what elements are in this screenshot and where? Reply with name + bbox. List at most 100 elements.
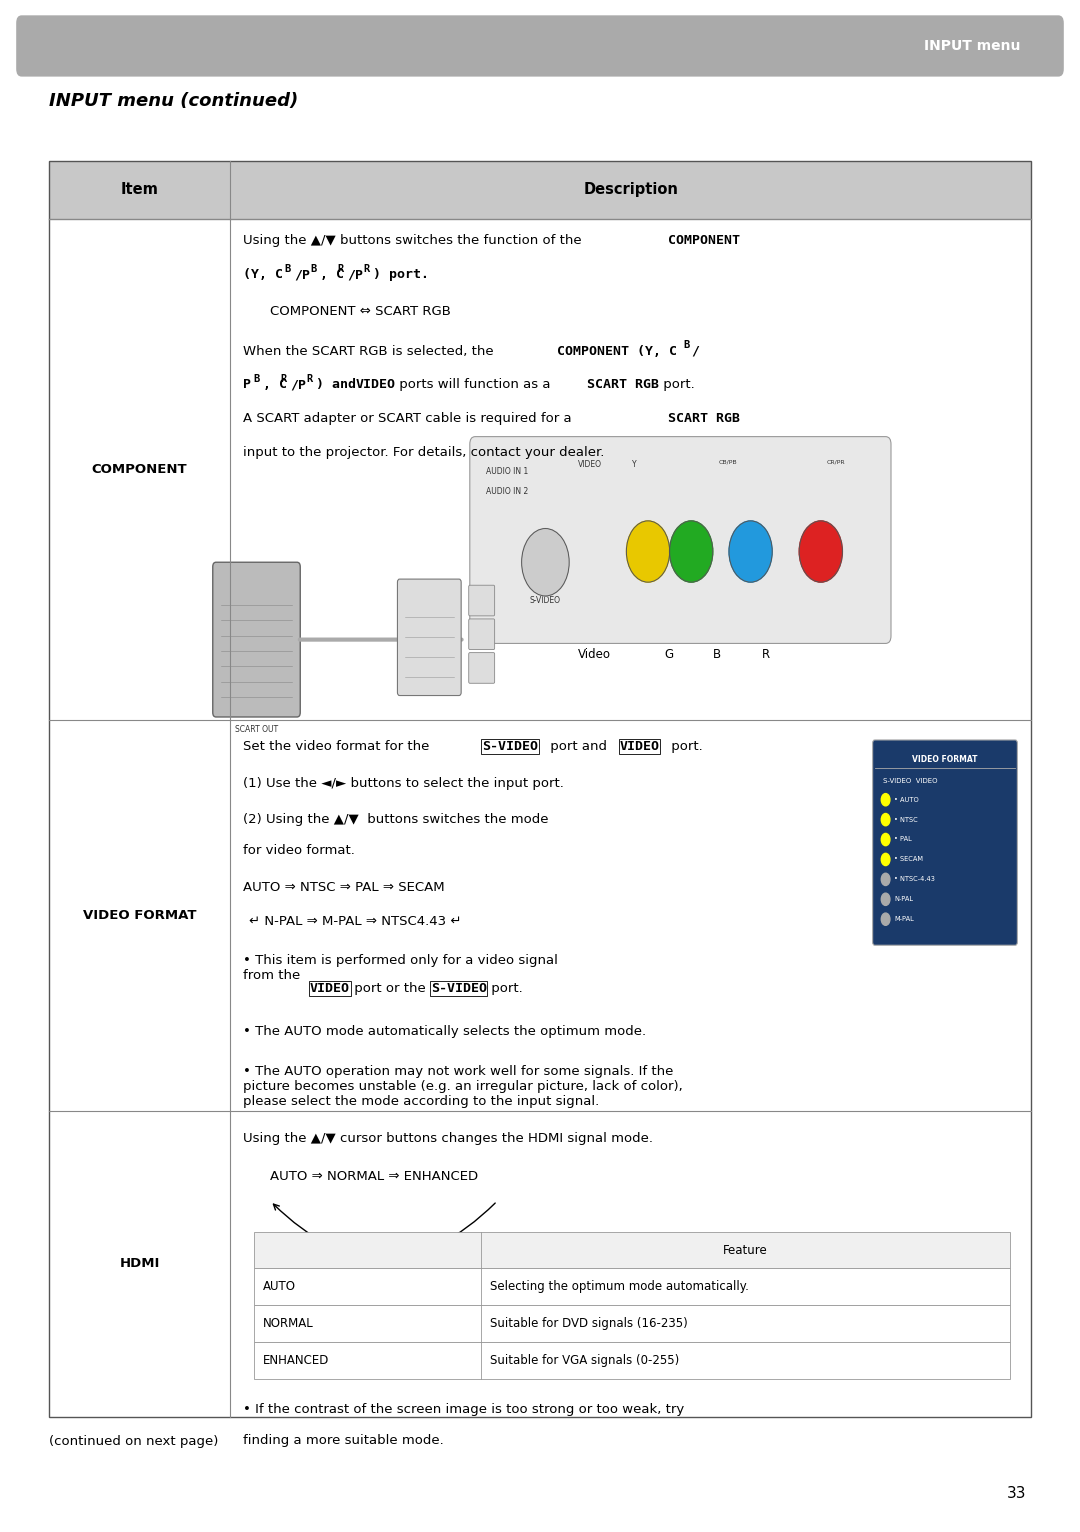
Text: Description: Description xyxy=(583,182,678,198)
Text: Set the video format for the: Set the video format for the xyxy=(243,740,434,752)
Text: ) and: ) and xyxy=(315,378,364,391)
Text: INPUT menu (continued): INPUT menu (continued) xyxy=(49,92,298,110)
Text: VIDEO: VIDEO xyxy=(619,740,659,752)
Text: (2) Using the ▲/▼  buttons switches the mode: (2) Using the ▲/▼ buttons switches the m… xyxy=(243,813,549,826)
Circle shape xyxy=(670,521,713,582)
Text: COMPONENT: COMPONENT xyxy=(92,463,187,476)
FancyBboxPatch shape xyxy=(16,15,1064,77)
Text: B: B xyxy=(683,340,689,351)
Text: NORMAL: NORMAL xyxy=(262,1318,313,1330)
Text: /: / xyxy=(691,345,700,357)
Text: finding a more suitable mode.: finding a more suitable mode. xyxy=(243,1434,444,1446)
Text: R: R xyxy=(280,374,286,385)
FancyBboxPatch shape xyxy=(469,653,495,683)
Text: HDMI: HDMI xyxy=(119,1258,160,1270)
Text: port or the: port or the xyxy=(350,982,430,994)
Text: COMPONENT: COMPONENT xyxy=(667,234,740,247)
Text: (Y, C: (Y, C xyxy=(243,268,283,280)
Bar xyxy=(254,1268,1010,1305)
Text: B: B xyxy=(310,264,316,274)
Text: B: B xyxy=(284,264,291,274)
Text: Selecting the optimum mode automatically.: Selecting the optimum mode automatically… xyxy=(489,1281,748,1293)
Bar xyxy=(254,1342,1010,1379)
Text: SCART RGB: SCART RGB xyxy=(667,412,740,424)
Text: VIDEO: VIDEO xyxy=(355,378,395,391)
Text: /P: /P xyxy=(294,268,310,280)
Text: VIDEO: VIDEO xyxy=(578,460,602,469)
Text: • SECAM: • SECAM xyxy=(894,856,923,863)
Text: (1) Use the ◄/► buttons to select the input port.: (1) Use the ◄/► buttons to select the in… xyxy=(243,777,564,789)
Text: • NTSC: • NTSC xyxy=(894,817,918,823)
Text: • The AUTO mode automatically selects the optimum mode.: • The AUTO mode automatically selects th… xyxy=(243,1025,647,1037)
Text: ↵ N-PAL ⇒ M-PAL ⇒ NTSC4.43 ↵: ↵ N-PAL ⇒ M-PAL ⇒ NTSC4.43 ↵ xyxy=(248,915,461,927)
Text: Video: Video xyxy=(578,648,611,660)
Bar xyxy=(254,1305,1010,1342)
Circle shape xyxy=(881,873,890,885)
Text: R: R xyxy=(306,374,312,385)
Text: • PAL: • PAL xyxy=(894,836,912,843)
Text: M-PAL: M-PAL xyxy=(894,916,914,922)
Circle shape xyxy=(881,813,890,826)
Text: • The AUTO operation may not work well for some signals. If the
picture becomes : • The AUTO operation may not work well f… xyxy=(243,1065,684,1108)
Text: Y: Y xyxy=(632,460,636,469)
Text: port.: port. xyxy=(666,740,702,752)
FancyBboxPatch shape xyxy=(397,579,461,696)
Text: Feature: Feature xyxy=(723,1244,768,1256)
Text: CB/PB: CB/PB xyxy=(718,460,737,464)
Text: SCART RGB: SCART RGB xyxy=(586,378,659,391)
Text: Item: Item xyxy=(121,182,159,198)
Text: R: R xyxy=(363,264,369,274)
Text: CR/PR: CR/PR xyxy=(826,460,845,464)
Circle shape xyxy=(522,529,569,596)
Text: for video format.: for video format. xyxy=(243,844,355,856)
Text: • If the contrast of the screen image is too strong or too weak, try: • If the contrast of the screen image is… xyxy=(243,1403,685,1416)
FancyBboxPatch shape xyxy=(470,437,891,643)
Text: When the SCART RGB is selected, the: When the SCART RGB is selected, the xyxy=(243,345,498,357)
Text: AUDIO IN 2: AUDIO IN 2 xyxy=(486,487,528,496)
Bar xyxy=(49,161,1031,219)
Text: • This item is performed only for a video signal
from the: • This item is performed only for a vide… xyxy=(243,954,558,982)
Text: Suitable for VGA signals (0-255): Suitable for VGA signals (0-255) xyxy=(489,1354,678,1367)
FancyBboxPatch shape xyxy=(873,740,1017,945)
Text: COMPONENT ⇔ SCART RGB: COMPONENT ⇔ SCART RGB xyxy=(270,305,451,317)
Text: ) port.: ) port. xyxy=(373,268,429,280)
Circle shape xyxy=(729,521,772,582)
Bar xyxy=(49,161,1031,1417)
Text: AUTO: AUTO xyxy=(262,1281,296,1293)
Text: • NTSC-4.43: • NTSC-4.43 xyxy=(894,876,935,882)
Text: • AUTO: • AUTO xyxy=(894,797,919,803)
Text: SCART OUT: SCART OUT xyxy=(235,725,278,734)
Text: ENHANCED: ENHANCED xyxy=(262,1354,329,1367)
Circle shape xyxy=(626,521,670,582)
Text: /P: /P xyxy=(347,268,363,280)
Text: AUTO ⇒ NORMAL ⇒ ENHANCED: AUTO ⇒ NORMAL ⇒ ENHANCED xyxy=(270,1170,478,1183)
FancyBboxPatch shape xyxy=(213,562,300,717)
Text: B: B xyxy=(713,648,721,660)
Text: port.: port. xyxy=(487,982,523,994)
FancyBboxPatch shape xyxy=(469,585,495,616)
Text: AUDIO IN 1: AUDIO IN 1 xyxy=(486,467,528,476)
Text: port.: port. xyxy=(659,378,694,391)
Text: AUTO ⇒ NTSC ⇒ PAL ⇒ SECAM: AUTO ⇒ NTSC ⇒ PAL ⇒ SECAM xyxy=(243,881,445,893)
Text: B: B xyxy=(253,374,259,385)
Text: S-VIDEO  VIDEO: S-VIDEO VIDEO xyxy=(883,778,937,784)
Text: R: R xyxy=(761,648,770,660)
Text: /P: /P xyxy=(289,378,306,391)
Text: VIDEO: VIDEO xyxy=(310,982,350,994)
Text: N-PAL: N-PAL xyxy=(894,896,914,902)
Text: VIDEO FORMAT: VIDEO FORMAT xyxy=(913,755,977,764)
Text: (continued on next page): (continued on next page) xyxy=(49,1435,218,1448)
Text: R: R xyxy=(337,264,343,274)
FancyBboxPatch shape xyxy=(469,619,495,650)
Text: Using the ▲/▼ cursor buttons changes the HDMI signal mode.: Using the ▲/▼ cursor buttons changes the… xyxy=(243,1132,653,1144)
Text: G: G xyxy=(664,648,673,660)
Text: , C: , C xyxy=(262,378,287,391)
Text: Suitable for DVD signals (16-235): Suitable for DVD signals (16-235) xyxy=(489,1318,687,1330)
Circle shape xyxy=(799,521,842,582)
Circle shape xyxy=(881,893,890,905)
Circle shape xyxy=(881,853,890,866)
Text: Using the ▲/▼ buttons switches the function of the: Using the ▲/▼ buttons switches the funct… xyxy=(243,234,586,247)
Text: S-VIDEO: S-VIDEO xyxy=(431,982,487,994)
Text: A SCART adapter or SCART cable is required for a: A SCART adapter or SCART cable is requir… xyxy=(243,412,577,424)
Text: VIDEO FORMAT: VIDEO FORMAT xyxy=(83,908,197,922)
